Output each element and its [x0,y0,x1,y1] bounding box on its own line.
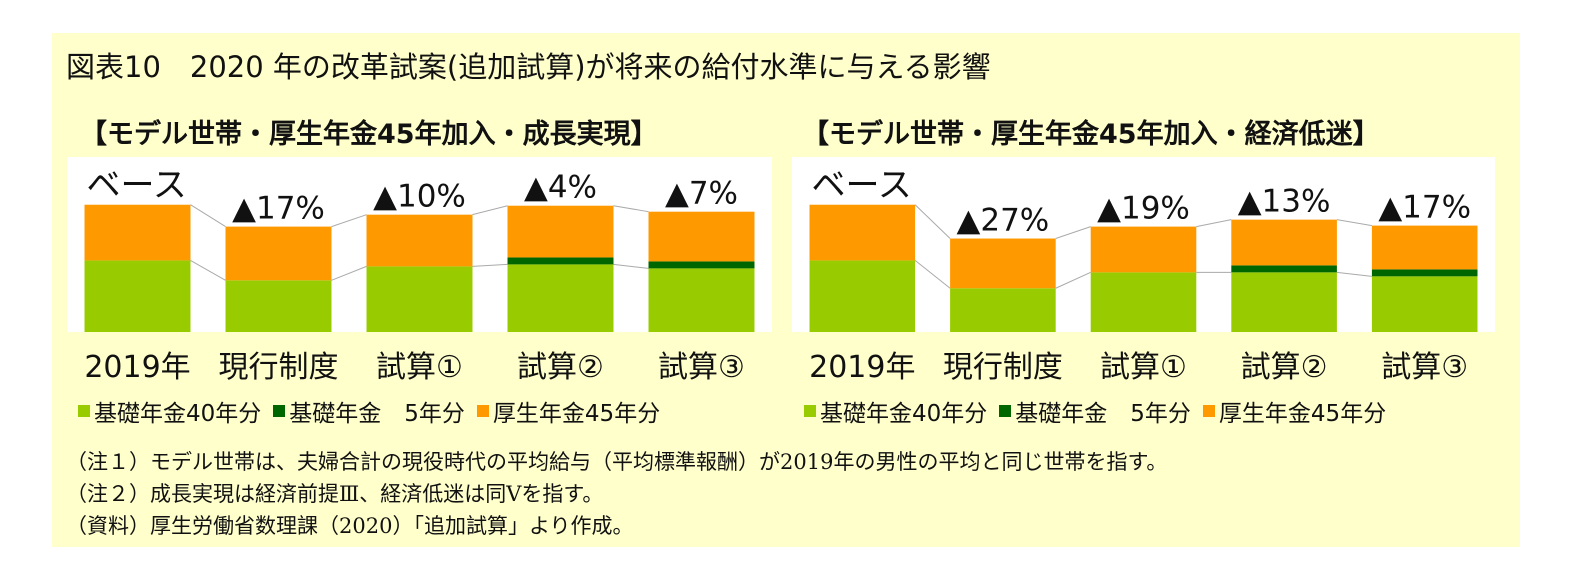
bar-kiso40 [809,260,916,332]
legend-label: 厚生年金45年分 [492,401,661,427]
bar-kiso40 [1231,272,1337,332]
bar-kosei45 [225,226,332,281]
bar-label: ▲27% [957,203,1050,239]
connector-line [190,259,226,281]
connector-line [1336,219,1372,227]
legend-label: 基礎年金40年分 [94,401,262,427]
category-label: 試算② [517,350,604,385]
chart-stagnation: ベース 2019年 ▲27% 現行制度 ▲19% 試算① ▲13% 試算② ▲17% 試算③ [792,157,1495,385]
bar-kiso40 [648,268,755,332]
bar-kiso5 [1231,265,1337,273]
connector-line [914,204,951,239]
connector-line [331,214,367,228]
legend-growth: 基礎年金40年分 基礎年金 5年分 厚生年金45年分 [78,394,672,428]
bar-kiso40 [950,288,1056,332]
connector-line [190,204,226,228]
bar-label: ベース [812,166,912,206]
legend-item-kiso40: 基礎年金40年分 [78,394,261,428]
legend-item-kosei45: 厚生年金45年分 [1202,394,1387,428]
bar-kiso40 [1090,272,1197,332]
bar-kosei45 [366,214,473,267]
legend-stagnation: 基礎年金40年分 基礎年金 5年分 厚生年金45年分 [804,394,1398,428]
legend-item-kiso40: 基礎年金40年分 [804,394,987,428]
note-1: （注１）モデル世帯は、夫婦合計の現役時代の平均給与（平均標準報酬）が2019年の… [66,450,1168,474]
legend-swatch [78,405,90,417]
figure-title: 図表10 2020 年の改革試案(追加試算)が将来の給付水準に与える影響 [66,50,991,84]
connector-line [1336,271,1372,277]
connector-line [472,263,508,267]
connector-line [1055,271,1091,289]
legend-label: 厚生年金45年分 [1218,401,1387,427]
connector-line [613,263,649,269]
bar-kosei45 [648,211,755,262]
bar-kosei45 [950,238,1056,289]
legend-label: 基礎年金 5年分 [1015,401,1191,427]
bar-kiso40 [507,264,614,332]
chart-title-stagnation: 【モデル世帯・厚生年金45年加入・経済低迷】 [802,119,1380,150]
legend-swatch [804,405,816,417]
bar-label: ▲10% [373,179,466,215]
category-label: 2019年 [809,350,915,385]
legend-swatch [476,405,489,417]
bar-label: ▲7% [665,176,738,212]
category-label: 試算① [1100,350,1187,385]
legend-label: 基礎年金 5年分 [289,401,465,427]
bar-label: ▲17% [232,191,325,227]
chart-title-growth: 【モデル世帯・厚生年金45年加入・成長実現】 [80,119,658,150]
legend-item-kiso5: 基礎年金 5年分 [273,394,465,428]
category-label: 現行制度 [219,350,339,385]
bar-label: ▲4% [524,170,597,206]
bar-kiso5 [507,257,614,265]
bar-kosei45 [507,205,614,258]
bar-kiso40 [225,280,332,332]
bar-kosei45 [1090,226,1197,273]
bar-kosei45 [809,204,916,261]
connector-line [1055,226,1091,240]
bar-kosei45 [84,204,191,261]
bar-kiso40 [1371,276,1478,332]
note-2: （注２）成長実現は経済前提Ⅲ、経済低迷は同Ⅴを指す。 [66,482,604,506]
category-label: 試算③ [1381,350,1468,385]
bar-kiso5 [648,261,755,269]
bar-label: ベース [87,166,187,206]
category-label: 現行制度 [943,350,1063,385]
connector-line [613,205,649,213]
bar-kosei45 [1231,219,1337,266]
connector-line [914,260,951,289]
note-3: （資料）厚生労働省数理課（2020）「追加試算」より作成。 [66,514,634,538]
legend-label: 基礎年金40年分 [820,401,988,427]
category-label: 試算② [1241,350,1328,385]
bar-kiso40 [84,260,191,332]
connector-line [472,205,508,216]
legend-swatch [1202,405,1215,417]
bar-kiso5 [1371,269,1478,277]
bar-label: ▲19% [1097,191,1190,227]
category-label: 試算① [376,350,463,385]
connector-line [331,265,367,281]
bar-kiso40 [366,266,473,332]
bar-label: ▲13% [1238,184,1331,220]
chart-growth: ベース 2019年 ▲17% 現行制度 ▲10% 試算① ▲4% 試算② ▲7% 試算③ [67,157,772,385]
category-label: 試算③ [658,350,745,385]
bar-kosei45 [1371,225,1478,270]
connector-line [1196,219,1232,228]
category-label: 2019年 [84,350,190,385]
bar-label: ▲17% [1378,190,1471,226]
legend-item-kosei45: 厚生年金45年分 [476,394,661,428]
legend-item-kiso5: 基礎年金 5年分 [999,394,1191,428]
legend-swatch [273,405,286,417]
legend-swatch [999,405,1012,417]
